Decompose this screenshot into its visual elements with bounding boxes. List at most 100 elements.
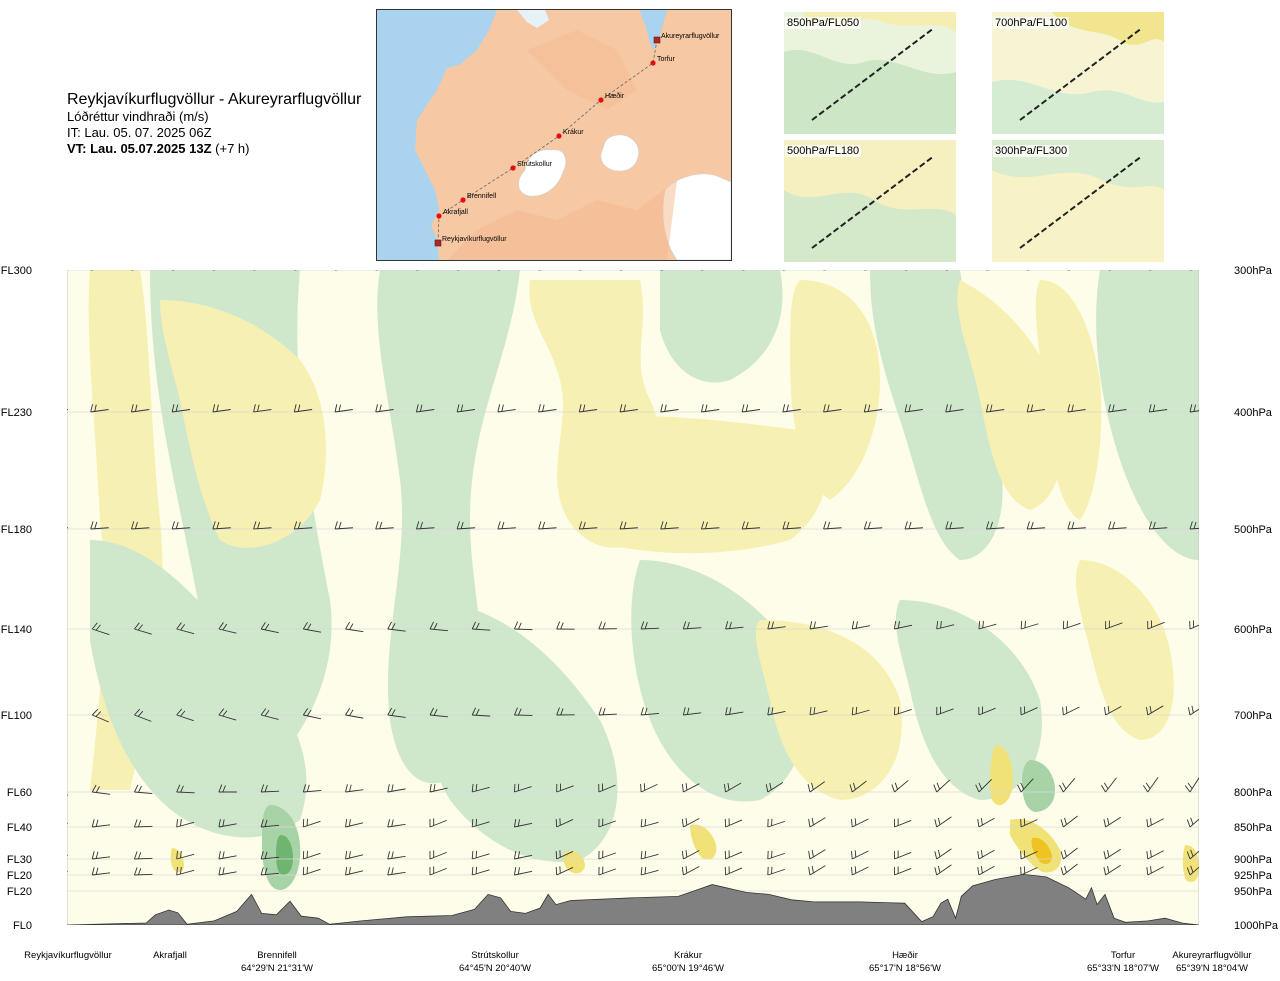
level-map-svg bbox=[992, 140, 1164, 262]
wind-barb bbox=[538, 404, 557, 413]
wind-barb bbox=[131, 270, 135, 271]
pressure-tick: 400hPa bbox=[1234, 407, 1273, 419]
wind-barb bbox=[134, 851, 153, 860]
wind-barb bbox=[134, 819, 153, 828]
wind-barb bbox=[429, 850, 447, 860]
wind-barb bbox=[218, 851, 237, 860]
velocity-contour bbox=[895, 600, 1042, 800]
wind-barb bbox=[660, 270, 664, 271]
waypoint-name: Hæðir bbox=[892, 950, 918, 961]
wind-barb bbox=[176, 818, 195, 828]
wind-barb bbox=[598, 866, 616, 876]
wind-barb bbox=[1108, 270, 1112, 271]
wind-barb bbox=[1146, 850, 1164, 860]
wind-barb bbox=[619, 404, 638, 413]
waypoint-label: Strútskollur 64°45'N 20°40'W bbox=[435, 950, 555, 974]
wind-barb bbox=[471, 866, 490, 876]
velocity-contour bbox=[660, 270, 783, 383]
level-map-yellow bbox=[1052, 12, 1164, 45]
level-map-label: 300hPa/FL300 bbox=[993, 145, 1070, 157]
wind-barb bbox=[67, 854, 68, 856]
wind-barb bbox=[682, 783, 700, 793]
wind-barb bbox=[302, 784, 322, 793]
velocity-contour bbox=[1031, 837, 1052, 864]
wind-barb bbox=[767, 707, 786, 716]
wind-barb bbox=[302, 708, 322, 720]
flight-level-tick: FL20 bbox=[7, 886, 32, 898]
route-waypoint-label: Reykjavíkurflugvöllur bbox=[442, 236, 507, 243]
wind-barb bbox=[1067, 521, 1086, 530]
wind-barb bbox=[134, 622, 152, 635]
wind-barb bbox=[1189, 404, 1199, 413]
wind-barb bbox=[808, 817, 826, 828]
wind-barb bbox=[212, 404, 231, 413]
wind-barb bbox=[67, 870, 68, 872]
wind-barb bbox=[977, 865, 995, 876]
wind-barb bbox=[260, 851, 280, 860]
velocity-contour bbox=[563, 850, 585, 874]
wind-barb bbox=[67, 409, 68, 411]
wind-barb bbox=[1067, 404, 1086, 413]
wind-barb bbox=[767, 818, 786, 828]
wind-barb bbox=[556, 783, 574, 793]
wind-barb bbox=[1020, 866, 1038, 876]
wind-barb bbox=[891, 780, 909, 793]
cross-section-chart: FL300 FL230 FL180 FL140 FL100 FL60 FL40 FL30 FL2… bbox=[1, 265, 1279, 930]
wind-barb bbox=[387, 819, 406, 828]
level-map-500[interactable]: 500hPa/FL180 bbox=[784, 140, 956, 262]
wind-barb bbox=[1184, 777, 1199, 793]
wind-barb bbox=[415, 404, 435, 413]
wind-barb bbox=[260, 867, 280, 876]
level-map-label: 850hPa/FL050 bbox=[785, 17, 862, 29]
level-map-850[interactable]: 850hPa/FL050 bbox=[784, 12, 956, 134]
level-map-700[interactable]: 700hPa/FL100 bbox=[992, 12, 1164, 134]
wind-barb bbox=[640, 783, 658, 793]
pressure-tick: 950hPa bbox=[1234, 886, 1273, 898]
pressure-tick: 900hPa bbox=[1234, 854, 1273, 866]
waypoint-name: Strútskollur bbox=[471, 950, 519, 961]
wind-barb bbox=[1186, 865, 1199, 876]
wind-barb bbox=[598, 621, 617, 630]
level-map-svg bbox=[784, 12, 956, 134]
velocity-contour bbox=[1096, 270, 1199, 560]
wind-barb bbox=[67, 634, 68, 635]
wind-barb bbox=[176, 622, 195, 635]
wind-barb bbox=[375, 521, 394, 530]
wind-barb bbox=[894, 621, 913, 630]
wind-barb bbox=[514, 621, 533, 631]
waypoint-label: Reykjavíkurflugvöllur bbox=[8, 950, 128, 963]
wind-barb bbox=[725, 621, 744, 630]
level-map-300[interactable]: 300hPa/FL300 bbox=[992, 140, 1164, 262]
wind-barb bbox=[334, 521, 353, 530]
wind-barb bbox=[67, 822, 68, 824]
wind-barb bbox=[429, 818, 447, 828]
route-waypoint-label: Brennifell bbox=[467, 193, 497, 200]
velocity-contour bbox=[755, 620, 902, 800]
velocity-contour bbox=[416, 600, 618, 862]
wind-barb bbox=[130, 521, 150, 530]
lowland bbox=[517, 10, 549, 28]
wind-barb bbox=[134, 708, 152, 722]
wind-barb bbox=[893, 850, 912, 860]
wind-barb bbox=[1062, 620, 1081, 630]
wind-barb bbox=[345, 621, 364, 633]
wind-barb bbox=[767, 866, 786, 876]
velocity-contour bbox=[160, 300, 326, 548]
wind-barb bbox=[218, 867, 237, 876]
route-waypoint: Torfur bbox=[650, 56, 676, 66]
wind-barb bbox=[1149, 270, 1153, 271]
wind-barb bbox=[934, 864, 952, 876]
route-map-svg: Akureyrarflugvöllur Torfur Hæðir Krákur Strú… bbox=[377, 10, 731, 260]
wind-barb bbox=[1108, 404, 1127, 413]
wind-barb bbox=[724, 818, 743, 828]
wind-barb bbox=[538, 270, 542, 271]
wind-barb bbox=[387, 867, 406, 876]
highland bbox=[447, 180, 677, 260]
waypoint-name: Akureyrarflugvöllur bbox=[1172, 950, 1252, 961]
wind-barb bbox=[556, 621, 575, 630]
wind-barb bbox=[904, 404, 923, 413]
wind-barb bbox=[212, 270, 217, 271]
wind-barb bbox=[415, 521, 435, 530]
level-map-svg bbox=[784, 140, 956, 262]
waypoint-axis: Reykjavíkurflugvöllur Akrafjall Brennifell… bbox=[0, 948, 1280, 981]
